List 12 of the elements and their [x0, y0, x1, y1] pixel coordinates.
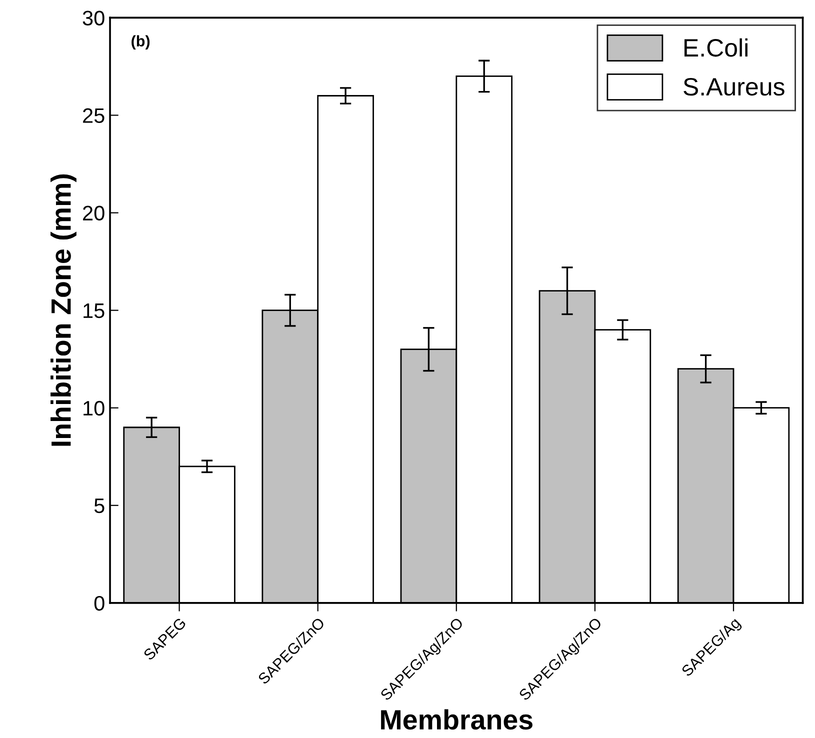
legend-label: E.Coli	[684, 38, 748, 57]
y-tick-label: 15	[84, 304, 104, 318]
y-tick-label: 25	[83, 108, 104, 124]
y-tick-label: 0	[94, 596, 104, 611]
legend-label: S.Aureus	[684, 78, 784, 96]
y-tick-label: 5	[94, 498, 104, 514]
annotation: (b)	[132, 35, 150, 50]
y-axis-title: Inhibition Zone (mm)	[50, 174, 76, 446]
y-tick-label: 20	[83, 206, 104, 221]
y-tick-label: 10	[84, 400, 104, 416]
x-axis-title: Membranes	[381, 709, 532, 730]
y-tick-label: 30	[82, 10, 104, 26]
